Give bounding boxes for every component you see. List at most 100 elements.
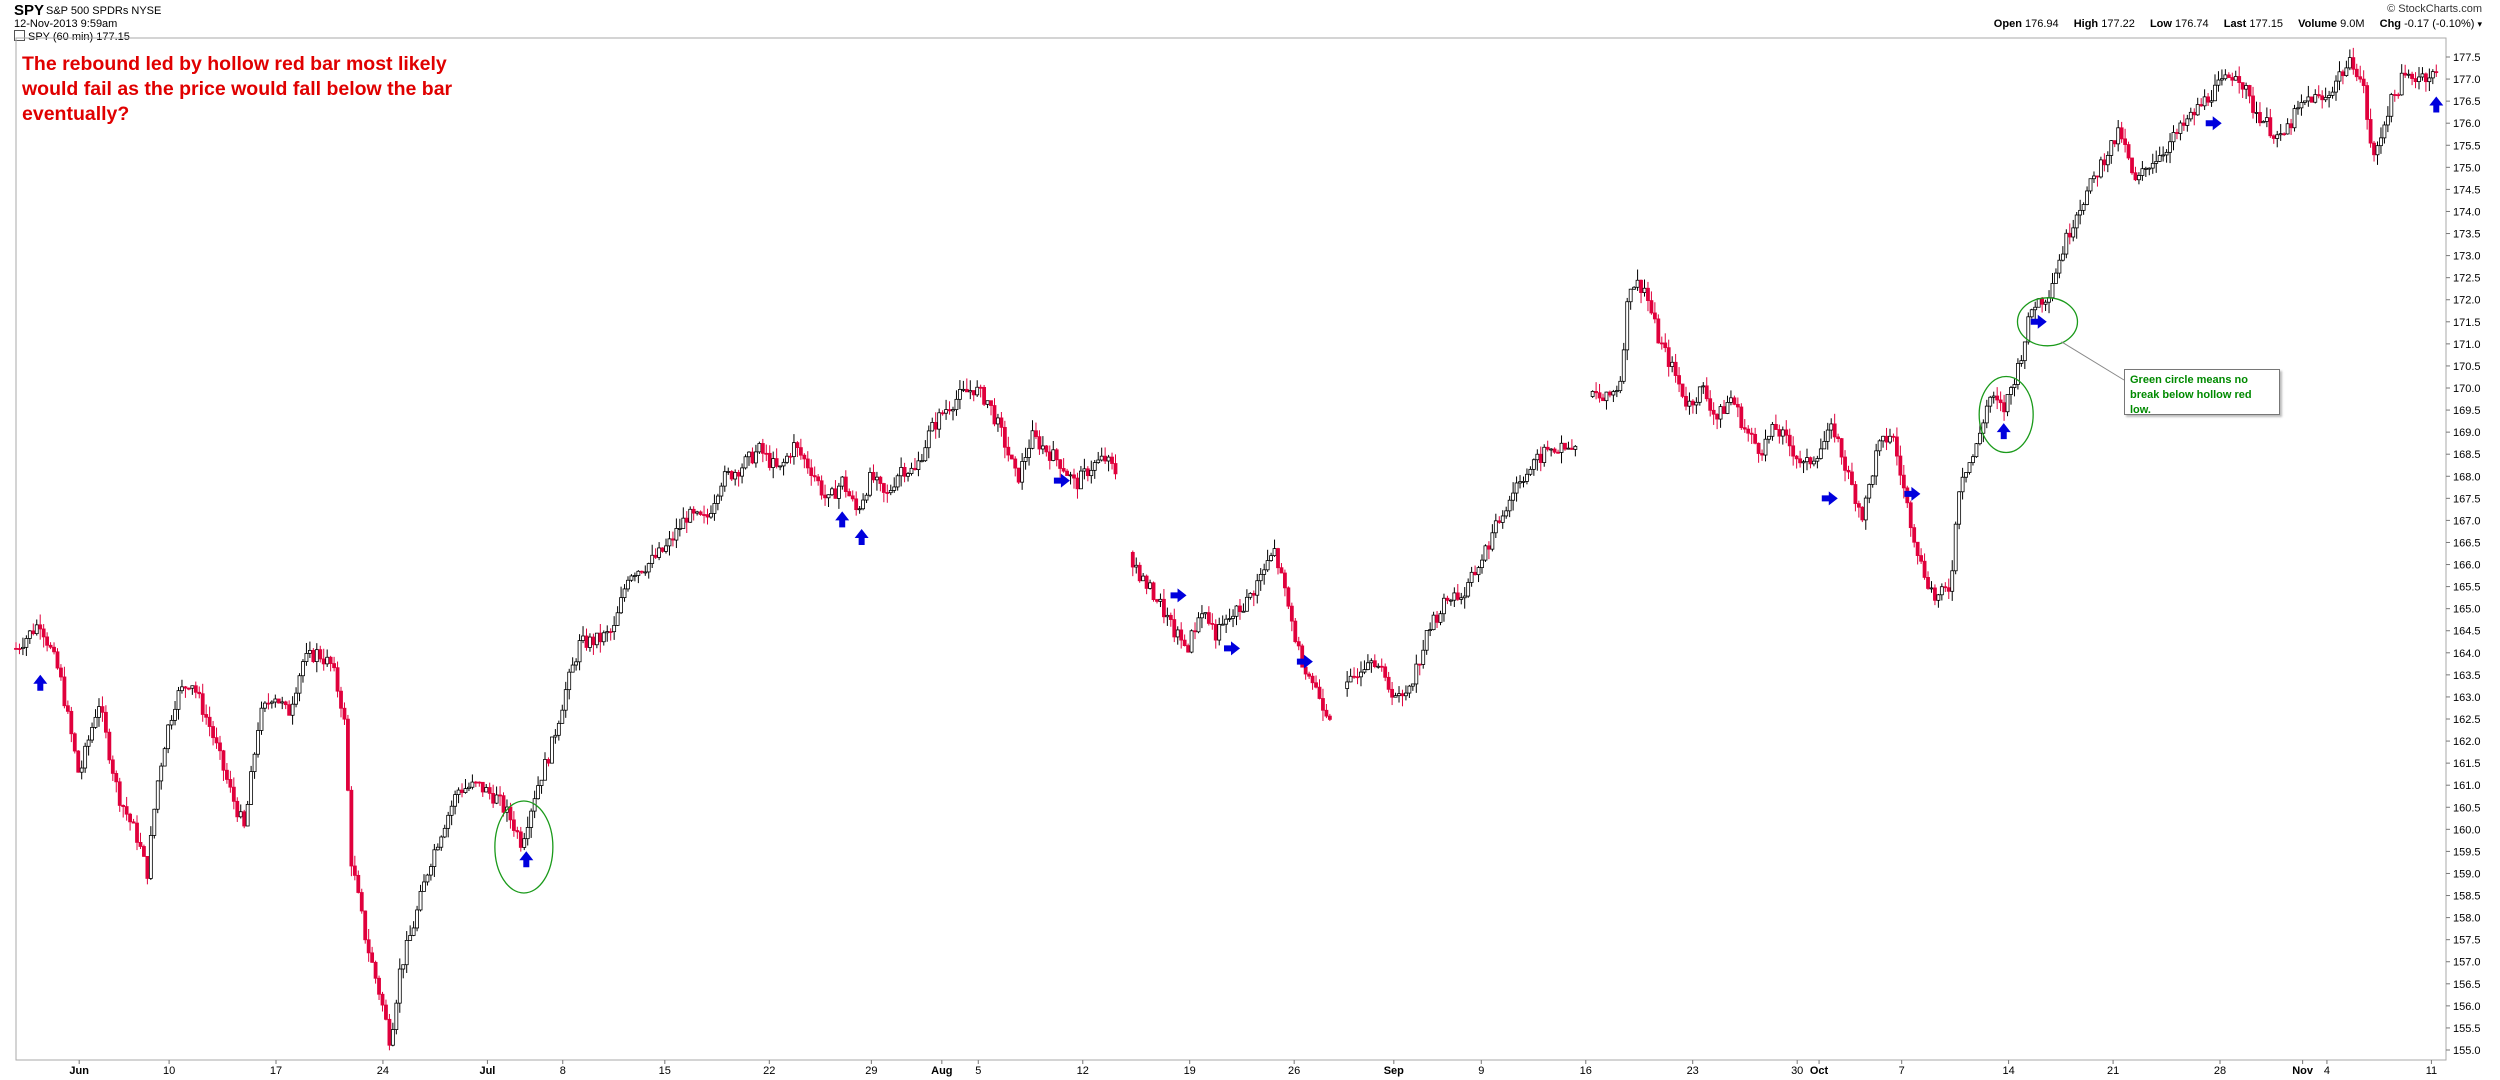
- price-bar-body: [771, 458, 776, 468]
- price-bar-body: [2261, 121, 2266, 124]
- price-bar-body: [906, 473, 910, 477]
- price-bar-body: [2258, 112, 2262, 124]
- price-bar-body: [1234, 605, 1239, 617]
- price-bar-body: [1832, 423, 1837, 438]
- price-bar-body: [2330, 91, 2335, 96]
- price-bar-body: [294, 692, 298, 705]
- price-bar-body: [964, 388, 969, 393]
- y-tick-label: 160.0: [2453, 824, 2481, 836]
- price-bar-body: [2195, 104, 2200, 116]
- price-bar-body: [2202, 96, 2207, 107]
- price-bar-body: [321, 658, 326, 665]
- price-bar-body: [1262, 569, 1267, 575]
- price-bar-body: [2109, 140, 2114, 156]
- price-bar-body: [2154, 160, 2159, 164]
- price-bar-body: [1922, 560, 1927, 578]
- price-bar-body: [1853, 484, 1858, 504]
- price-bar-body: [902, 467, 907, 477]
- price-bar-body: [1058, 459, 1063, 469]
- price-bar-body: [1307, 673, 1312, 677]
- price-bar-body: [778, 465, 783, 468]
- price-bar-body: [2161, 154, 2166, 157]
- price-bar-body: [570, 664, 575, 673]
- price-bar-body: [1939, 586, 1944, 596]
- price-bar-body: [2130, 157, 2134, 174]
- y-tick-label: 164.5: [2453, 626, 2481, 638]
- price-bar-body: [449, 805, 454, 816]
- price-bar-body: [1569, 447, 1574, 450]
- price-bar-body: [1946, 587, 1951, 592]
- price-bar-body: [342, 707, 347, 720]
- price-bar-body: [515, 830, 520, 833]
- price-bar-body: [1189, 630, 1194, 653]
- price-bar-body: [1051, 449, 1056, 461]
- price-bar-body: [1238, 605, 1242, 613]
- price-bar-body: [1016, 467, 1021, 483]
- price-bar-body: [954, 398, 959, 410]
- price-bar-body: [664, 545, 668, 552]
- price-bar-body: [1092, 462, 1097, 471]
- price-bar-body: [93, 716, 98, 728]
- price-bar-body: [1746, 428, 1751, 434]
- price-bar-body: [2302, 100, 2307, 103]
- price-bar-body: [975, 386, 980, 396]
- price-bar-body: [747, 451, 751, 458]
- price-bar-body: [1867, 484, 1872, 499]
- price-bar-body: [750, 451, 755, 464]
- price-bar-body: [1812, 460, 1816, 465]
- price-bar-body: [1141, 575, 1146, 582]
- price-bar-body: [2016, 363, 2020, 385]
- price-bar-body: [560, 709, 565, 724]
- price-bar-body: [740, 467, 744, 477]
- price-bar-body: [1763, 438, 1768, 456]
- price-bar-body: [2406, 73, 2411, 76]
- quote-summary: Open 176.94 High 177.22 Low 176.74 Last …: [1994, 18, 2482, 30]
- price-bar-body: [1321, 698, 1325, 711]
- price-bar-body: [1874, 450, 1879, 477]
- y-tick-label: 164.0: [2453, 648, 2481, 660]
- price-bar-body: [186, 687, 191, 690]
- price-bar-body: [646, 563, 651, 573]
- price-bar-body: [1960, 476, 1965, 493]
- price-bar-body: [491, 793, 496, 804]
- price-bar-body: [729, 471, 734, 480]
- price-bar-body: [1096, 459, 1101, 463]
- price-bar-body: [2123, 138, 2128, 145]
- price-bar-body: [598, 632, 603, 643]
- price-bar-body: [418, 891, 423, 911]
- y-tick-label: 160.5: [2453, 802, 2481, 814]
- price-bar-body: [1272, 548, 1277, 557]
- price-bar-body: [276, 698, 281, 704]
- price-bar-body: [2296, 107, 2300, 110]
- up-arrow-icon: [33, 674, 48, 691]
- price-bar-body: [242, 811, 247, 827]
- price-bar-body: [1850, 471, 1854, 485]
- price-bar-body: [1500, 515, 1505, 523]
- price-bar-body: [2385, 115, 2390, 126]
- price-bar-body: [715, 495, 720, 504]
- price-bar-body: [176, 690, 181, 710]
- price-bar-body: [805, 458, 810, 469]
- price-bar-body: [2292, 108, 2297, 129]
- price-bar-body: [1621, 349, 1626, 382]
- price-bar-body: [1487, 545, 1491, 550]
- dropdown-caret-icon[interactable]: ▾: [2477, 19, 2482, 29]
- y-tick-label: 170.0: [2453, 383, 2481, 395]
- price-bar-body: [2002, 402, 2006, 413]
- price-bar-body: [477, 781, 482, 784]
- price-bar-body: [795, 442, 800, 449]
- price-bar-body: [1601, 397, 1605, 402]
- price-bar-body: [1269, 555, 1273, 561]
- price-bar-body: [2344, 67, 2349, 77]
- price-bar-body: [518, 831, 523, 848]
- price-bar-body: [743, 456, 748, 469]
- price-bar-body: [1943, 586, 1948, 589]
- price-bar-body: [1704, 385, 1709, 400]
- price-bar-body: [1957, 491, 1962, 525]
- price-bar-body: [536, 785, 540, 800]
- price-bar-body: [90, 727, 94, 741]
- stockcharts-credit[interactable]: © StockCharts.com: [2387, 3, 2482, 15]
- price-bar-body: [335, 667, 340, 692]
- y-tick-label: 162.0: [2453, 736, 2481, 748]
